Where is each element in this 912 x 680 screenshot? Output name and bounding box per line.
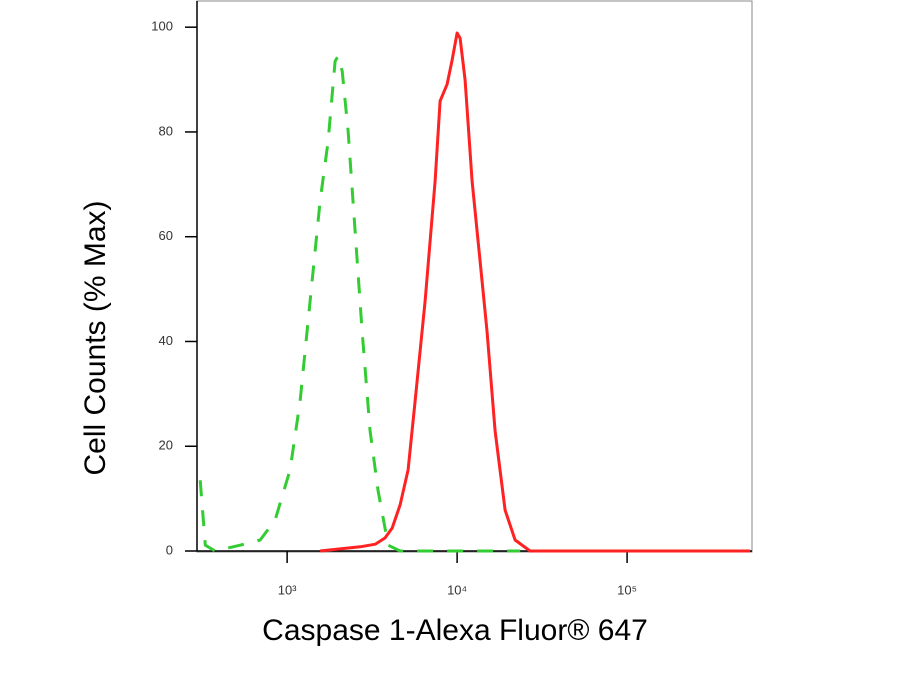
x-tick-label: 10⁵ [617,582,637,597]
x-axis-label: Caspase 1-Alexa Fluor® 647 [262,614,648,647]
x-tick-label: 10³ [278,582,297,597]
y-tick-label: 0 [166,542,173,557]
x-tick-label: 10⁴ [447,582,467,597]
plot-frame [196,0,753,553]
series-line [198,54,521,553]
y-axis-label: Cell Counts (% Max) [79,200,112,475]
series-line [319,31,751,553]
y-tick-label: 20 [159,438,173,453]
y-tick-label: 100 [151,19,173,34]
y-tick-label: 60 [159,228,173,243]
y-tick-label: 40 [159,333,173,348]
y-tick-label: 80 [159,123,173,138]
